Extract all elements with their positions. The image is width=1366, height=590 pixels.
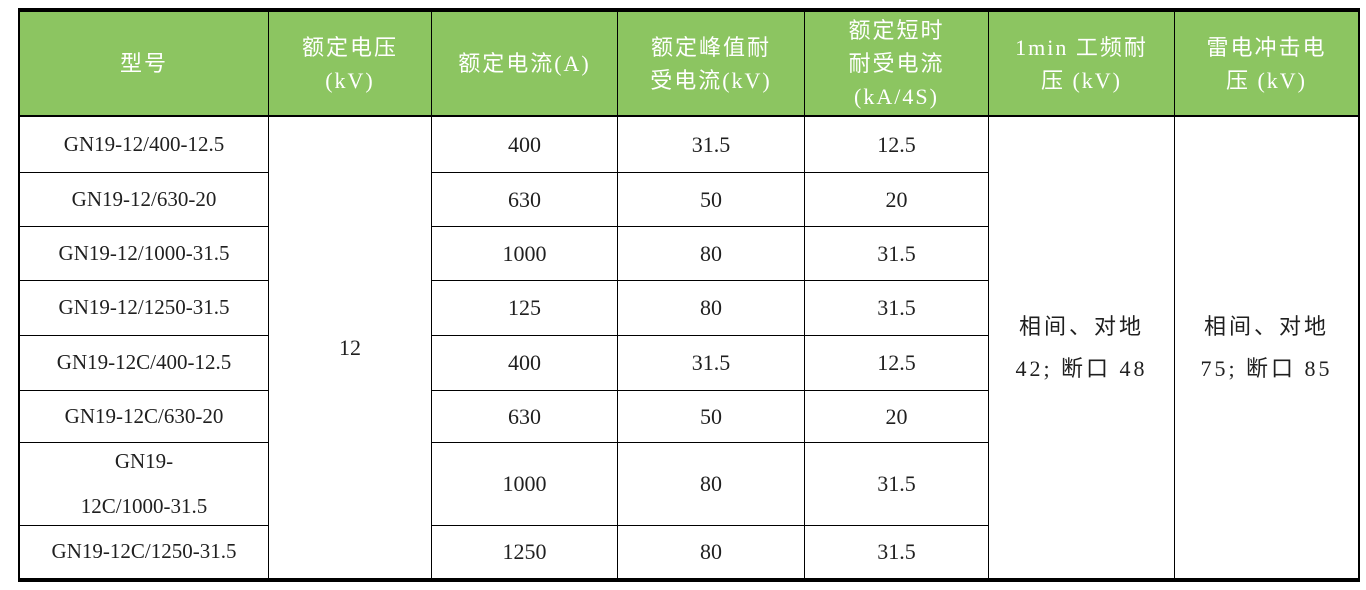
cell-short-time-row8: 31.5 (805, 526, 989, 578)
spec-table: 型号 额定电压 (kV) 额定电流(A) 额定峰值耐 受电流(kV) 额定短时 … (18, 8, 1360, 582)
cell-model-row1: GN19-12/400-12.5 (20, 117, 269, 173)
cell-peak-withstand-row1: 31.5 (618, 117, 805, 173)
cell-peak-withstand-row8: 80 (618, 526, 805, 578)
cell-peak-withstand-row5: 31.5 (618, 336, 805, 391)
cell-peak-withstand-row2: 50 (618, 173, 805, 227)
cell-rated-current-row2: 630 (432, 173, 618, 227)
cell-rated-current-row1: 400 (432, 117, 618, 173)
cell-short-time-row6: 20 (805, 391, 989, 443)
cell-short-time-row1: 12.5 (805, 117, 989, 173)
header-power-frequency-withstand-voltage: 1min 工频耐 压 (kV) (989, 12, 1175, 117)
cell-model-row7: GN19- 12C/1000-31.5 (20, 443, 269, 526)
cell-model-row5: GN19-12C/400-12.5 (20, 336, 269, 391)
cell-lightning-impulse-merged: 相间、对地 75; 断口 85 (1200, 313, 1333, 381)
cell-rated-current-row6: 630 (432, 391, 618, 443)
cell-model-row2: GN19-12/630-20 (20, 173, 269, 227)
cell-model-row4: GN19-12/1250-31.5 (20, 281, 269, 336)
cell-short-time-row5: 12.5 (805, 336, 989, 391)
cell-rated-current-row3: 1000 (432, 227, 618, 281)
cell-short-time-row3: 31.5 (805, 227, 989, 281)
header-rated-current: 额定电流(A) (432, 12, 618, 117)
cell-rated-voltage-merged: 12 (269, 117, 432, 578)
cell-peak-withstand-row7: 80 (618, 443, 805, 526)
header-peak-withstand-current: 额定峰值耐 受电流(kV) (618, 12, 805, 117)
cell-short-time-row4: 31.5 (805, 281, 989, 336)
cell-rated-current-row7: 1000 (432, 443, 618, 526)
cell-peak-withstand-row3: 80 (618, 227, 805, 281)
cell-model-row6: GN19-12C/630-20 (20, 391, 269, 443)
cell-model-row8: GN19-12C/1250-31.5 (20, 526, 269, 578)
cell-short-time-row2: 20 (805, 173, 989, 227)
cell-model-row3: GN19-12/1000-31.5 (20, 227, 269, 281)
header-rated-voltage: 额定电压 (kV) (269, 12, 432, 117)
cell-peak-withstand-row6: 50 (618, 391, 805, 443)
header-model: 型号 (20, 12, 269, 117)
cell-rated-current-row8: 1250 (432, 526, 618, 578)
header-lightning-impulse-voltage: 雷电冲击电 压 (kV) (1175, 12, 1358, 117)
cell-short-time-row7: 31.5 (805, 443, 989, 526)
cell-rated-current-row4: 125 (432, 281, 618, 336)
cell-peak-withstand-row4: 80 (618, 281, 805, 336)
header-short-time-withstand-current: 额定短时 耐受电流 (kA/4S) (805, 12, 989, 117)
cell-rated-current-row5: 400 (432, 336, 618, 391)
cell-power-frequency-merged: 相间、对地 42; 断口 48 (989, 117, 1175, 578)
